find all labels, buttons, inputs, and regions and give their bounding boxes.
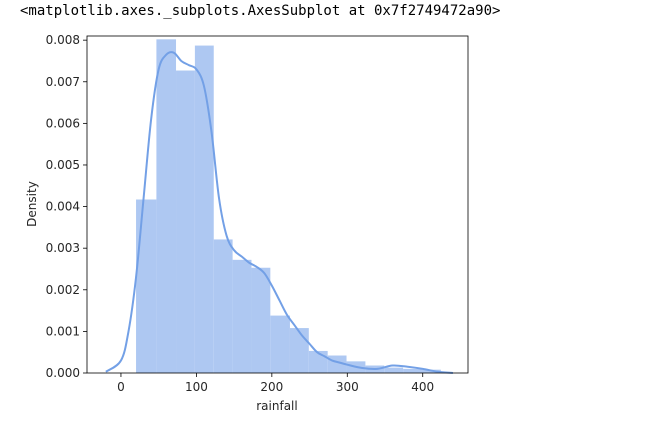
- axes-frame: [86, 35, 469, 374]
- y-tick-label: 0.000: [46, 366, 80, 380]
- kde-curve: [105, 51, 453, 374]
- x-tick-label: 100: [185, 380, 208, 394]
- histogram-bar-4: [213, 239, 233, 373]
- histogram-bar-7: [270, 315, 290, 373]
- histogram-bar-13: [384, 367, 404, 373]
- x-tick-label: 200: [260, 380, 283, 394]
- histogram-bar-14: [403, 368, 422, 373]
- histogram-bar-6: [251, 267, 271, 373]
- x-tick-label: 400: [411, 380, 434, 394]
- output-repr-text: <matplotlib.axes._subplots.AxesSubplot a…: [20, 3, 501, 19]
- histogram-bar-2: [176, 70, 195, 373]
- y-tick-label: 0.006: [46, 116, 80, 130]
- histogram-bars: [136, 39, 441, 373]
- histogram-bar-3: [194, 45, 214, 373]
- y-tick-label: 0.008: [46, 33, 80, 47]
- histogram-bar-1: [156, 39, 177, 373]
- x-axis-ticks: 0 100 200 300 400: [117, 373, 434, 394]
- x-axis-label: rainfall: [256, 399, 297, 413]
- histogram-bar-5: [232, 259, 252, 373]
- x-tick-label: 0: [117, 380, 125, 394]
- y-tick-label: 0.004: [46, 200, 80, 214]
- y-tick-label: 0.007: [46, 75, 80, 89]
- y-axis-ticks: 0.000 0.001 0.002 0.003 0.004 0.005 0.006 0.007…: [46, 33, 87, 380]
- y-tick-label: 0.003: [46, 241, 80, 255]
- y-tick-label: 0.002: [46, 283, 80, 297]
- histogram-bar-9: [308, 350, 328, 373]
- y-tick-label: 0.005: [46, 158, 80, 172]
- y-axis-label: Density: [25, 181, 39, 227]
- y-tick-label: 0.001: [46, 324, 80, 338]
- x-tick-label: 300: [336, 380, 359, 394]
- histogram-bar-8: [289, 328, 309, 373]
- histogram-bar-0: [136, 199, 157, 373]
